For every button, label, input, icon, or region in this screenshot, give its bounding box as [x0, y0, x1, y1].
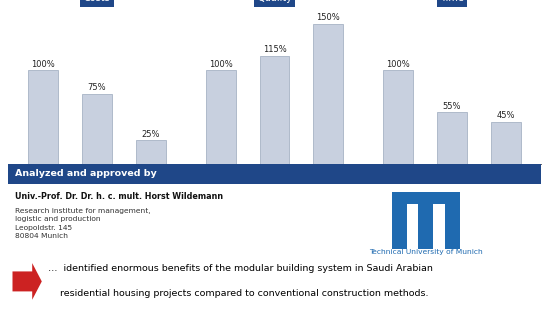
Title: Costs: Costs	[83, 0, 110, 4]
Text: 100%: 100%	[209, 60, 233, 69]
Bar	[313, 24, 343, 164]
Text: Analyzed and approved by: Analyzed and approved by	[15, 169, 156, 178]
Bar	[391, 192, 460, 205]
Text: residential housing projects compared to conventional construction methods.: residential housing projects compared to…	[48, 289, 429, 299]
Bar	[418, 205, 433, 249]
FancyArrow shape	[13, 263, 42, 300]
Bar	[491, 122, 520, 164]
Text: Research institute for management,
logistic and production
Leopoldstr. 145
80804: Research institute for management, logis…	[15, 208, 150, 239]
Text: 75%: 75%	[88, 83, 107, 92]
Text: 115%: 115%	[262, 45, 287, 55]
Bar	[383, 71, 413, 164]
Text: 55%: 55%	[442, 102, 461, 111]
Bar	[136, 140, 166, 164]
Bar	[260, 56, 289, 164]
Bar	[82, 94, 112, 164]
Title: Time: Time	[440, 0, 464, 4]
Text: …  identified enormous benefits of the modular building system in Saudi Arabian: … identified enormous benefits of the mo…	[48, 264, 433, 273]
Bar	[29, 71, 58, 164]
Text: Technical University of Munich: Technical University of Munich	[369, 249, 483, 255]
Text: 45%: 45%	[496, 111, 515, 120]
Bar	[8, 164, 541, 184]
Bar	[445, 205, 460, 249]
Text: 100%: 100%	[386, 60, 410, 69]
Title: Quality: Quality	[257, 0, 292, 4]
Text: 100%: 100%	[31, 60, 55, 69]
Text: 25%: 25%	[142, 130, 160, 139]
Bar	[437, 113, 467, 164]
Bar	[206, 71, 236, 164]
Text: Univ.-Prof. Dr. Dr. h. c. mult. Horst Wildemann: Univ.-Prof. Dr. Dr. h. c. mult. Horst Wi…	[15, 192, 223, 201]
Text: 150%: 150%	[316, 13, 340, 22]
Bar	[391, 205, 407, 249]
